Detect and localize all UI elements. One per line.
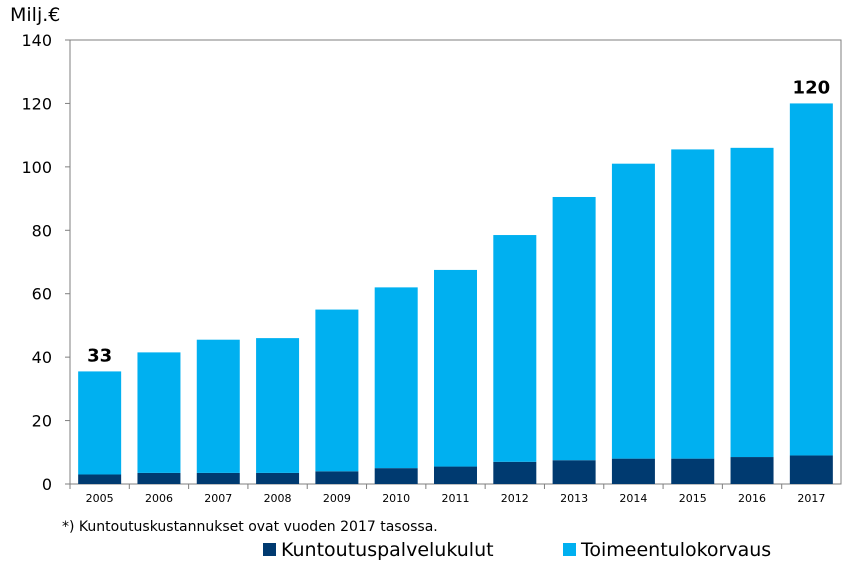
- bar-kuntoutuspalvelukulut-2017: [789, 455, 833, 484]
- x-tick-label: 2010: [382, 492, 410, 505]
- x-tick-label: 2006: [145, 492, 173, 505]
- data-labels: 33 120: [87, 77, 830, 366]
- bar-toimeentulokorvaus-2006: [137, 352, 181, 473]
- bar-toimeentulokorvaus-2014: [611, 163, 655, 459]
- x-tick-label: 2014: [619, 492, 647, 505]
- y-tick-label: 0: [42, 475, 52, 494]
- bar-toimeentulokorvaus-2016: [730, 147, 774, 458]
- x-axis-ticks: 2005 2006 2007 2008 2009 2010 2011 2012 2013 2014…: [69, 484, 825, 505]
- x-tick-label: 2009: [323, 492, 351, 505]
- x-tick-label: 2012: [501, 492, 529, 505]
- bar-toimeentulokorvaus-2013: [552, 196, 596, 461]
- bar-toimeentulokorvaus-2012: [493, 235, 537, 462]
- bar-kuntoutuspalvelukulut-2006: [137, 472, 181, 484]
- bar-kuntoutuspalvelukulut-2014: [611, 458, 655, 484]
- data-label: 120: [793, 77, 831, 98]
- y-tick-label: 120: [21, 94, 52, 113]
- legend-swatch-kuntoutuspalvelukulut: [263, 543, 276, 556]
- y-tick-label: 100: [21, 158, 52, 177]
- y-tick-label: 20: [32, 412, 52, 431]
- legend-label-toimeentulokorvaus: Toimeentulokorvaus: [580, 539, 771, 561]
- y-tick-label: 140: [21, 31, 52, 50]
- data-label: 33: [87, 345, 112, 366]
- x-tick-label: 2016: [738, 492, 766, 505]
- bar-toimeentulokorvaus-2015: [671, 149, 715, 459]
- bar-kuntoutuspalvelukulut-2016: [730, 457, 774, 484]
- y-axis-ticks: 0 20 40 60 80 100 120 140: [21, 31, 70, 494]
- x-tick-label: 2008: [264, 492, 292, 505]
- x-tick-label: 2017: [797, 492, 825, 505]
- bar-toimeentulokorvaus-2010: [374, 287, 418, 469]
- x-tick-label: 2007: [204, 492, 232, 505]
- bar-kuntoutuspalvelukulut-2007: [196, 472, 240, 484]
- bar-kuntoutuspalvelukulut-2005: [78, 474, 122, 484]
- bar-kuntoutuspalvelukulut-2013: [552, 460, 596, 484]
- bar-toimeentulokorvaus-2011: [434, 269, 477, 467]
- legend: Kuntoutuspalvelukulut Toimeentulokorvaus: [263, 539, 771, 561]
- footnote-text: *) Kuntoutuskustannukset ovat vuoden 201…: [62, 519, 438, 535]
- legend-swatch-toimeentulokorvaus: [563, 543, 576, 556]
- bar-kuntoutuspalvelukulut-2008: [256, 472, 300, 484]
- legend-label-kuntoutuspalvelukulut: Kuntoutuspalvelukulut: [281, 539, 494, 561]
- y-tick-label: 60: [32, 285, 52, 304]
- bar-kuntoutuspalvelukulut-2010: [374, 468, 418, 484]
- y-tick-label: 80: [32, 221, 52, 240]
- x-tick-label: 2011: [442, 492, 470, 505]
- bar-toimeentulokorvaus-2008: [256, 338, 300, 473]
- x-tick-label: 2015: [679, 492, 707, 505]
- bar-toimeentulokorvaus-2009: [315, 309, 359, 472]
- bar-toimeentulokorvaus-2007: [196, 339, 240, 473]
- x-tick-label: 2005: [86, 492, 114, 505]
- bar-toimeentulokorvaus-2005: [78, 371, 122, 475]
- y-axis-unit-label: Milj.€: [10, 4, 60, 26]
- bars-group: [78, 103, 833, 484]
- x-tick-label: 2013: [560, 492, 588, 505]
- bar-kuntoutuspalvelukulut-2012: [493, 461, 537, 484]
- bar-kuntoutuspalvelukulut-2015: [671, 458, 715, 484]
- bar-kuntoutuspalvelukulut-2009: [315, 471, 359, 484]
- y-tick-label: 40: [32, 348, 52, 367]
- bar-kuntoutuspalvelukulut-2011: [434, 466, 477, 484]
- bar-toimeentulokorvaus-2017: [789, 103, 833, 456]
